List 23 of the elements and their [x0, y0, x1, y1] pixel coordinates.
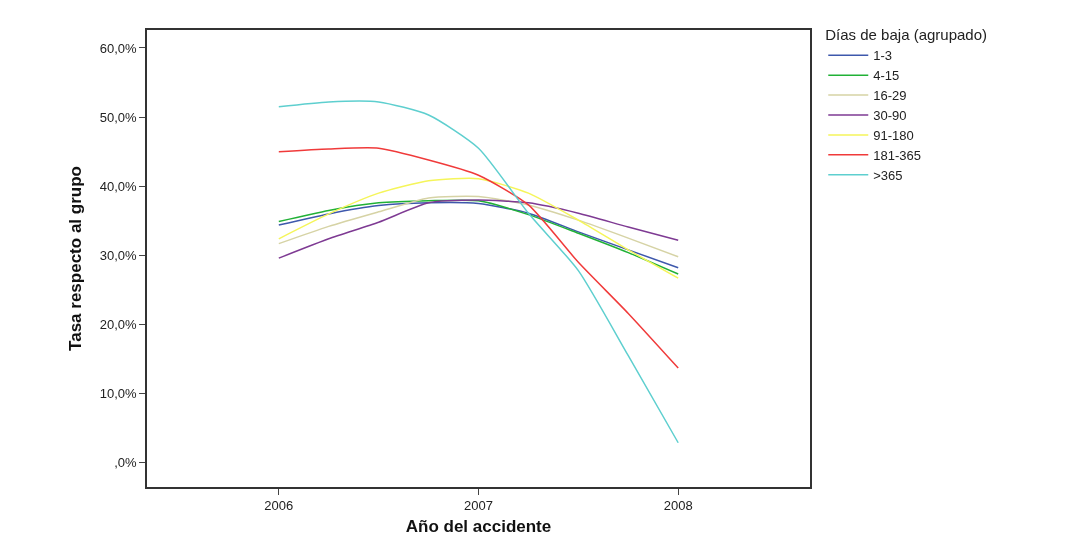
x-axis-title: Año del accidente [405, 517, 552, 537]
y-tick-label: ,0% [114, 455, 138, 471]
y-axis-title: Tasa respecto al grupo [65, 166, 85, 351]
legend-label: 16-29 [873, 88, 907, 104]
line-series [278, 100, 679, 444]
y-tick-label: 20,0% [99, 317, 138, 333]
legend-label: 4-15 [873, 68, 900, 84]
line-series [278, 147, 679, 369]
y-tick-label: 10,0% [99, 386, 138, 402]
line-series [278, 177, 679, 279]
x-tick-label: 2006 [264, 498, 294, 514]
y-tick-label: 60,0% [99, 40, 138, 56]
legend-label: 91-180 [873, 127, 914, 143]
y-tick-label: 30,0% [99, 247, 138, 263]
legend-label: 1-3 [873, 48, 893, 64]
legend-label: 30-90 [873, 108, 907, 124]
y-tick-label: 50,0% [99, 109, 138, 125]
x-tick-label: 2007 [464, 498, 493, 514]
x-tick-label: 2008 [663, 498, 693, 514]
legend-label: >365 [873, 167, 903, 183]
legend-title: Días de baja (agrupado) [825, 26, 988, 44]
y-tick-label: 40,0% [99, 178, 138, 194]
legend-label: 181-365 [873, 147, 921, 163]
